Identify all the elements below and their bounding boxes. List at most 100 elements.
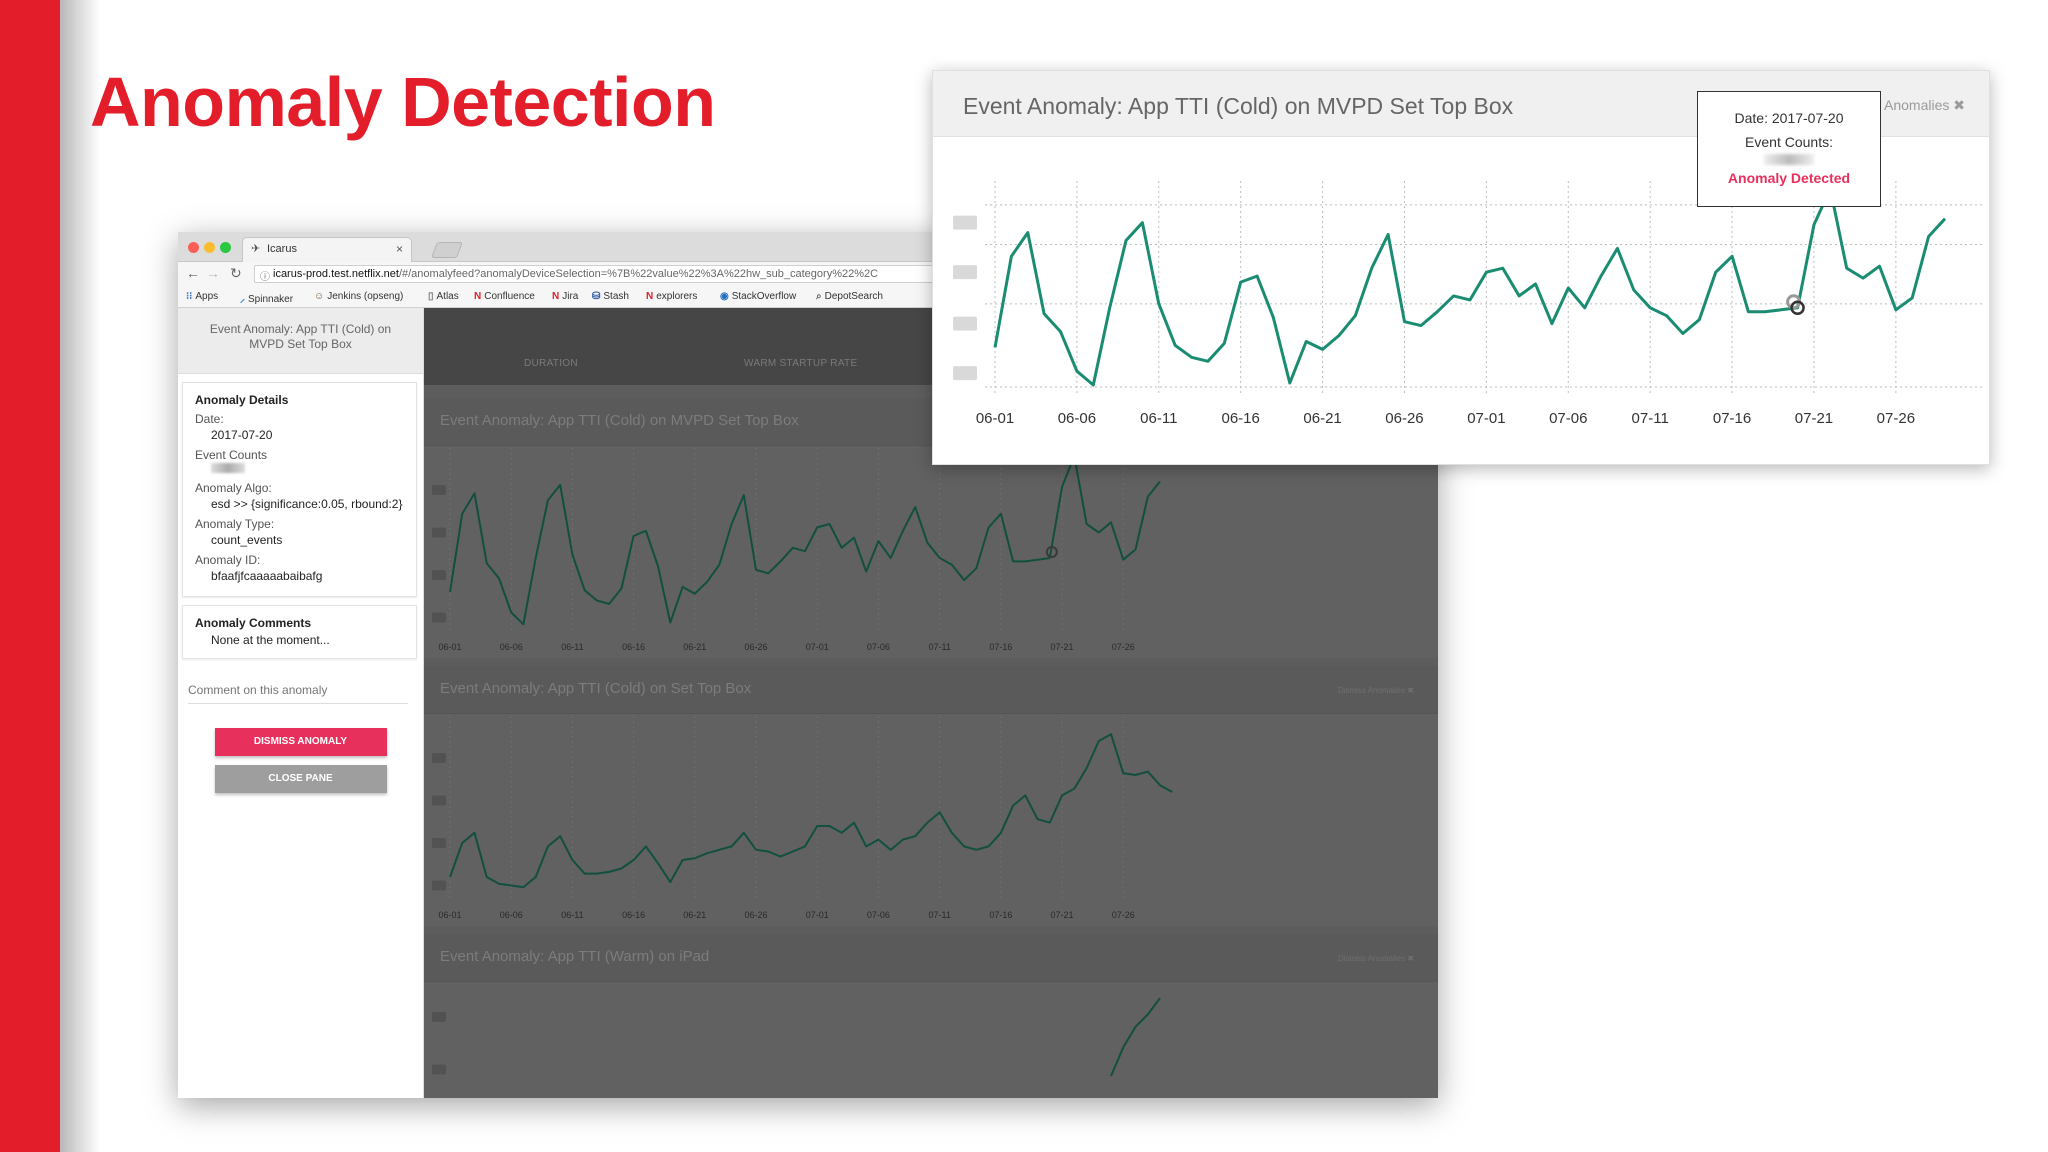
dismiss-anomalies-link[interactable]: Dismiss Anomalies ✖ [1337, 686, 1414, 695]
new-tab-button[interactable] [431, 242, 463, 258]
x-tick-label: 07-16 [989, 910, 1012, 920]
col-warm-startup[interactable]: WARM STARTUP RATE [744, 358, 858, 369]
algo-value: esd >> {significance:0.05, rbound:2} [211, 497, 403, 511]
x-tick-label: 06-21 [1303, 410, 1341, 427]
bookmark-confluence[interactable]: N Confluence [474, 291, 535, 302]
browser-tab-title: Icarus [267, 243, 297, 255]
x-tick-label: 07-21 [1795, 410, 1833, 427]
y-tick-label-redacted [953, 366, 977, 381]
x-tick-label: 06-16 [622, 910, 645, 920]
x-tick-label: 07-06 [1549, 410, 1587, 427]
back-arrow-icon[interactable]: ← [186, 265, 200, 281]
tooltip-date: Date: 2017-07-20 [1734, 110, 1844, 126]
page-icon: ▯ [428, 291, 434, 302]
chart-1-plot: 06-01 06-06 06-11 06-16 06-21 06-26 07-01 07-06… [432, 448, 1161, 652]
bookmark-depotsearch[interactable]: ⌕ DepotSearch [816, 291, 883, 302]
netflix-n-icon: N [552, 291, 560, 302]
x-tick-label: 06-21 [683, 642, 706, 652]
x-tick-label: 07-21 [1051, 910, 1074, 920]
comment-input[interactable] [188, 679, 408, 704]
chart-title: Event Anomaly: App TTI (Cold) on Set Top… [440, 680, 752, 697]
zoomed-chart-card: Event Anomaly: App TTI (Cold) on MVPD Se… [932, 70, 1990, 465]
dismiss-anomaly-button[interactable]: DISMISS ANOMALY [214, 728, 387, 756]
x-tick-label: 07-01 [806, 910, 829, 920]
jenkins-icon: ☺ [314, 291, 325, 302]
tooltip-counts-redacted [1764, 154, 1814, 165]
dismiss-anomalies-link[interactable]: Dismiss Anomalies ✖ [1337, 954, 1414, 963]
x-tick-label: 07-06 [867, 910, 890, 920]
x-tick-label: 06-26 [745, 642, 768, 652]
x-tick-label: 06-01 [438, 642, 461, 652]
x-tick-label: 06-06 [1058, 410, 1096, 427]
x-tick-label: 07-16 [1713, 410, 1751, 427]
x-tick-label: 06-21 [683, 910, 706, 920]
y-tick-label-redacted [432, 485, 446, 495]
series-line [993, 187, 1947, 387]
netflix-n-icon: N [474, 291, 482, 302]
info-icon: ⓘ [260, 272, 270, 283]
y-tick-label-redacted [953, 316, 977, 331]
bookmark-jira[interactable]: N Jira [552, 291, 579, 302]
anomaly-details-card: Anomaly Details Date: 2017-07-20 Event C… [182, 382, 417, 597]
close-pane-button[interactable]: CLOSE PANE [214, 765, 387, 793]
tooltip-counts-label: Event Counts: [1745, 134, 1833, 150]
type-value: count_events [211, 533, 283, 547]
bookmark-spinnaker[interactable]: ⸝ Spinnaker [240, 294, 294, 305]
close-window-icon[interactable] [188, 242, 199, 253]
x-tick-label: 07-11 [928, 910, 950, 920]
apps-grid-icon: ⁝⁝ [186, 291, 193, 302]
x-tick-label: 07-01 [806, 642, 829, 652]
id-value: bfaafjfcaaaaabaibafg [211, 569, 323, 583]
anomaly-point-marker [1790, 300, 1805, 316]
accent-bar-shadow [60, 0, 100, 1152]
tooltip-anomaly-status: Anomaly Detected [1727, 170, 1851, 186]
x-tick-label: 07-01 [1467, 410, 1505, 427]
x-tick-label: 06-26 [1385, 410, 1423, 427]
tab-close-icon[interactable]: × [395, 242, 403, 256]
maximize-window-icon[interactable] [220, 242, 231, 253]
y-tick-label-redacted [432, 612, 446, 623]
x-tick-label: 06-11 [561, 642, 583, 652]
zoom-chart-plot: 06-01 06-06 06-11 06-16 06-21 06-26 07-01 07-06… [953, 181, 1985, 427]
url-path: /#/anomalyfeed?anomalyDeviceSelection=%7… [398, 268, 879, 280]
x-tick-label: 07-16 [989, 642, 1012, 652]
pane-header: Event Anomaly: App TTI (Cold) on MVPD Se… [178, 308, 423, 374]
globe-icon: ◉ [720, 291, 729, 302]
x-tick-label: 06-26 [745, 910, 768, 920]
x-tick-label: 07-26 [1112, 910, 1135, 920]
bookmark-atlas[interactable]: ▯ Atlas [428, 291, 459, 302]
bookmark-apps[interactable]: ⁝⁝ Apps [186, 291, 219, 302]
chart-card-3: Event Anomaly: App TTI (Warm) on iPad Di… [424, 934, 1438, 1098]
x-tick-label: 07-06 [867, 642, 890, 652]
bookmark-stash[interactable]: ⛁ Stash [592, 291, 629, 302]
col-duration[interactable]: DURATION [524, 358, 578, 369]
stash-icon: ⛁ [592, 291, 601, 302]
series-line [1110, 997, 1161, 1077]
details-heading: Anomaly Details [195, 393, 289, 407]
y-tick-label-redacted [432, 570, 446, 580]
x-tick-label: 06-06 [500, 642, 523, 652]
y-tick-label-redacted [432, 880, 446, 891]
reload-icon[interactable]: ↻ [230, 265, 242, 281]
event-counts-redacted [211, 463, 245, 473]
type-label: Anomaly Type: [195, 517, 275, 531]
chart-card-2: Event Anomaly: App TTI (Cold) on Set Top… [424, 666, 1438, 926]
x-tick-label: 06-11 [561, 910, 583, 920]
anomaly-tooltip: Date: 2017-07-20 Event Counts: Anomaly D… [1697, 91, 1881, 207]
netflix-n-icon: N [646, 291, 654, 302]
event-counts-label: Event Counts [195, 448, 268, 462]
x-tick-label: 07-26 [1877, 410, 1915, 427]
y-tick-label-redacted [953, 265, 977, 280]
minimize-window-icon[interactable] [204, 242, 215, 253]
bookmark-stackoverflow[interactable]: ◉ StackOverflow [720, 291, 797, 302]
forward-arrow-icon[interactable]: → [206, 265, 220, 281]
plane-icon: ✈ [251, 243, 261, 255]
chart-card-header: Event Anomaly: App TTI (Warm) on iPad Di… [424, 934, 1438, 982]
browser-tab[interactable]: ✈ Icarus × [242, 237, 412, 262]
search-icon: ⌕ [816, 291, 822, 302]
comments-value: None at the moment... [211, 633, 330, 647]
anomaly-comments-card: Anomaly Comments None at the moment... [182, 605, 417, 659]
bookmark-jenkins[interactable]: ☺ Jenkins (opseng) [314, 291, 404, 302]
